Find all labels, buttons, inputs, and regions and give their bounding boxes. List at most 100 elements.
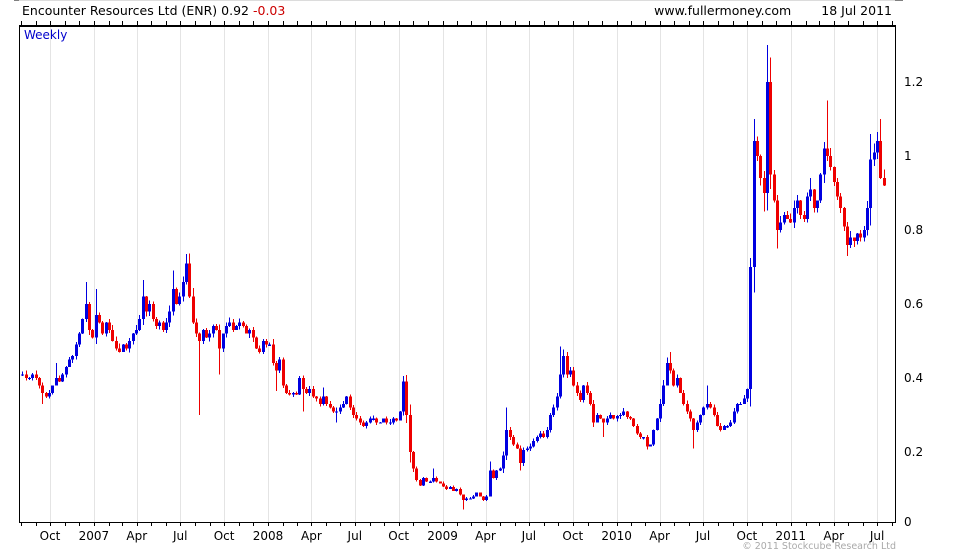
candle-body [632,418,635,427]
candle-body [395,418,398,421]
website-label: www.fullermoney.com [654,3,792,18]
candle-body [846,226,849,245]
candle-body [652,429,655,445]
candle-body [526,448,529,451]
candle-body [148,304,151,312]
candle-body [48,392,51,397]
candle-body [706,403,709,408]
candle-body [202,329,205,341]
candle-body [232,322,235,330]
y-axis-labels: 0 0.2 0.4 0.6 0.8 1 1.2 [904,75,923,529]
candle-body [713,407,716,415]
candle-body [432,477,435,482]
candle-body [118,348,121,353]
candle-body [729,422,732,427]
candle-body [642,437,645,439]
candle-body [162,322,165,330]
candle-body [138,318,141,330]
candle-body [242,322,245,327]
candle-body [125,344,128,349]
candle-body [329,403,332,408]
candle-body [816,200,819,208]
candle-body [612,415,615,419]
candle-body [836,181,839,197]
candle-body [619,415,622,417]
candle-body [519,448,522,464]
candle-body [606,418,609,423]
x-axis-ticks [21,21,893,526]
candle-body [115,341,118,349]
candle-body [489,470,492,497]
candle-body [392,418,395,423]
candle-body [682,392,685,404]
candle-body [679,378,682,393]
candle-body [799,200,802,216]
candle-body [559,374,562,397]
candle-body [723,426,726,430]
y-tick-label: 0.2 [904,445,923,459]
candle-body [449,487,452,489]
candle-body [509,429,512,438]
candle-body [268,344,271,346]
y-tick-label: 1.2 [904,75,923,89]
candle-body [158,322,161,327]
candle-body [609,415,612,419]
candle-body [753,141,756,267]
candle-body [602,418,605,423]
candle-body [182,281,185,297]
candle-body [556,396,559,408]
x-tick-label: Jul [695,529,710,543]
candle-body [365,422,368,427]
candle-body [863,230,866,238]
header: Encounter Resources Ltd (ENR) 0.92 -0.03… [22,3,892,21]
x-tick-label: Oct [214,529,235,543]
chart-frame [19,25,896,523]
candle-body [809,189,812,197]
candle-body [692,418,695,430]
candle-body [719,426,722,430]
last-price: 0.92 [221,3,249,18]
candle-body [529,446,532,449]
candle-body [41,385,44,393]
candle-body [542,433,545,438]
candle-body [345,396,348,404]
x-tick-label: Apr [649,529,670,543]
candle-body [789,218,792,223]
candle-body [58,378,61,382]
candle-body [355,415,358,419]
candle-body [315,396,318,399]
candle-body [516,444,519,449]
candle-body [833,167,836,182]
x-tick-label: Jul [172,529,187,543]
x-tick-label: Oct [388,529,409,543]
header-title-group: Encounter Resources Ltd (ENR) 0.92 -0.03 [22,3,285,18]
candle-body [592,403,595,423]
candle-body [122,344,125,353]
candle-body [399,411,402,421]
candle-body [419,479,422,486]
candle-body [415,468,418,480]
candle-body [702,407,705,415]
candle-body [539,433,542,438]
date-label: 18 Jul 2011 [821,3,892,18]
candle-body [188,263,191,297]
candle-body [325,396,328,404]
candle-body [779,222,782,230]
candle-body [676,378,679,386]
candle-body [85,304,88,319]
candle-body [462,494,465,501]
candle-body [579,392,582,401]
candle-body [175,289,178,304]
candle-body [756,141,759,156]
candle-body [262,341,265,353]
header-right-group: www.fullermoney.com 18 Jul 2011 [654,3,892,18]
candle-body [739,403,742,406]
candle-body [459,489,462,495]
candle-body [572,370,575,386]
candle-body [883,178,886,186]
candle-body [339,407,342,412]
candle-body [549,415,552,430]
x-tick-label: 2010 [601,529,632,543]
candle-body [292,392,295,395]
candle-body [622,411,625,415]
